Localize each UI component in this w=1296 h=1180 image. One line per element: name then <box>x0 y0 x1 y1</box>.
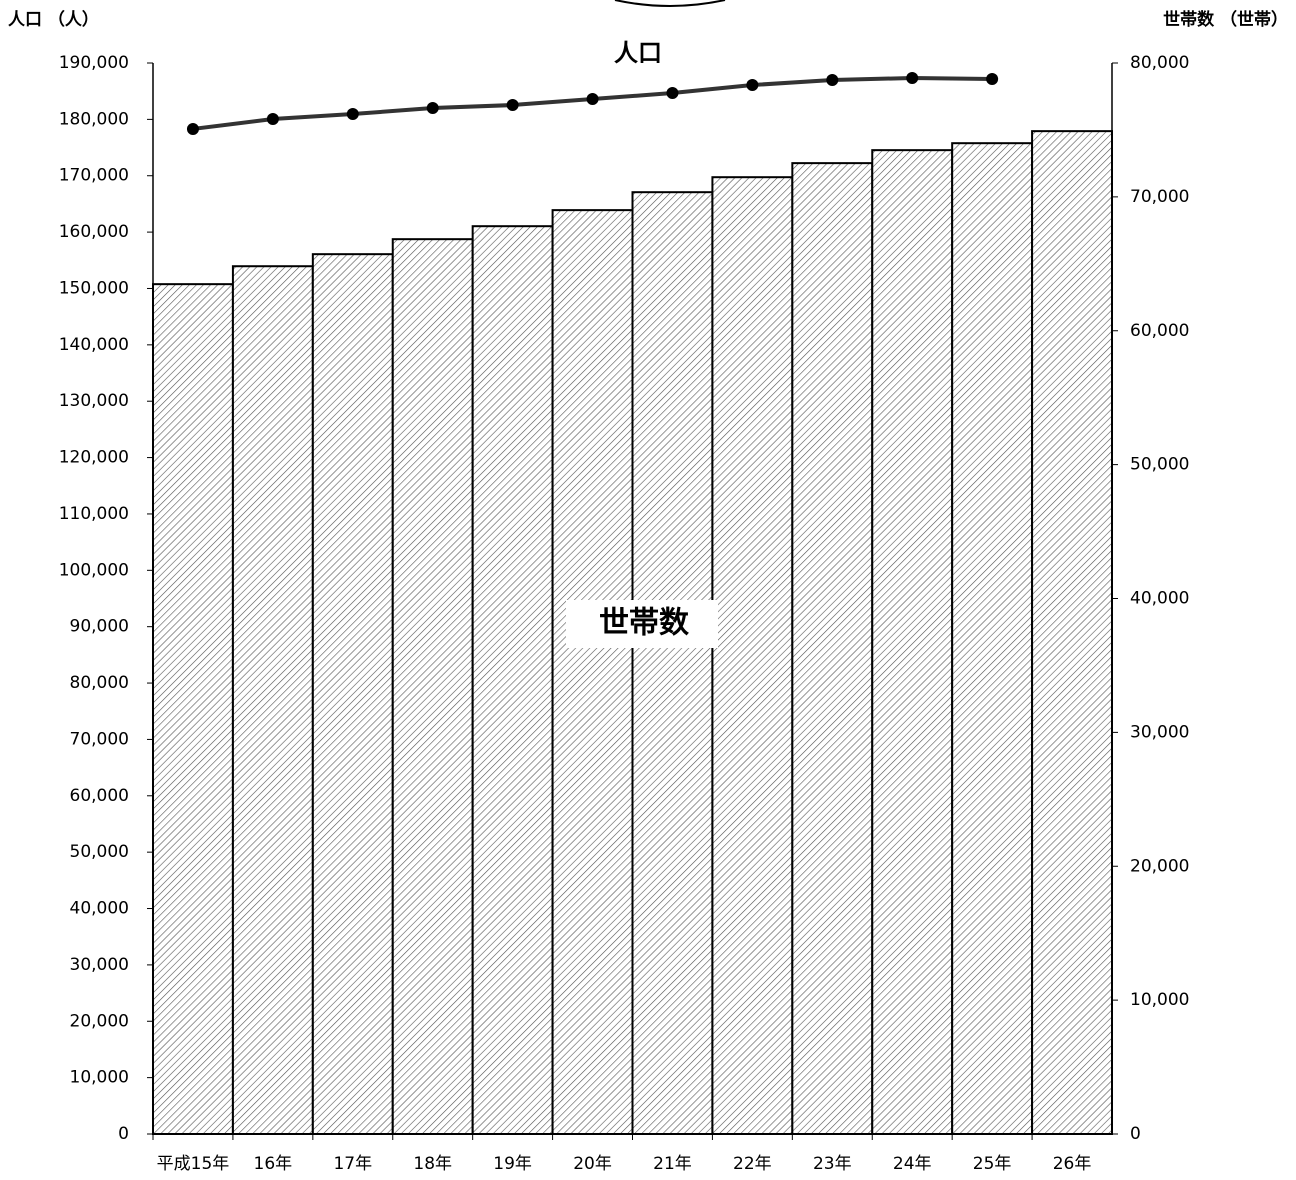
y2-tick-label: 0 <box>1130 1124 1141 1144</box>
y2-tick-label: 10,000 <box>1130 990 1189 1010</box>
y-tick-label: 110,000 <box>59 504 129 524</box>
y-tick-label: 40,000 <box>70 899 129 919</box>
y2-axis-title: 世帯数 （世帯） <box>1163 9 1288 30</box>
x-tick-label: 18年 <box>413 1154 452 1174</box>
y-tick-label: 160,000 <box>59 222 129 242</box>
line-marker <box>266 113 279 126</box>
y2-tick-label: 40,000 <box>1130 589 1189 609</box>
y-tick-label: 50,000 <box>70 842 129 862</box>
bar <box>951 142 1034 1136</box>
x-tick-label: 25年 <box>973 1154 1012 1174</box>
decoration-arc <box>614 0 726 7</box>
line-marker <box>346 108 359 121</box>
bar <box>631 191 714 1135</box>
line-marker <box>186 122 199 135</box>
line-marker <box>426 102 439 115</box>
bar <box>871 149 954 1135</box>
y-axis-title: 人口 （人） <box>8 9 99 30</box>
y-tick-label: 0 <box>118 1124 129 1144</box>
y2-tick-label: 60,000 <box>1130 321 1189 341</box>
line-marker <box>666 87 679 100</box>
y-tick-label: 100,000 <box>59 560 129 580</box>
y-tick-label: 80,000 <box>70 673 129 693</box>
x-tick-label: 16年 <box>254 1154 293 1174</box>
y-tick-label: 190,000 <box>59 53 129 73</box>
y-tick-label: 170,000 <box>59 166 129 186</box>
y2-tick-label: 50,000 <box>1130 455 1189 475</box>
bar <box>1031 130 1114 1135</box>
y-tick-label: 130,000 <box>59 391 129 411</box>
x-tick-label: 17年 <box>333 1154 372 1174</box>
bar <box>231 265 314 1136</box>
bar <box>152 283 234 1135</box>
bar <box>711 176 794 1135</box>
annotation-bg <box>566 600 718 648</box>
line-marker <box>586 93 599 106</box>
x-tick-label: 20年 <box>573 1154 612 1174</box>
x-tick-label: 平成15年 <box>157 1154 230 1174</box>
y-tick-label: 140,000 <box>59 335 129 355</box>
line-marker <box>746 79 759 92</box>
bar-annotation: 世帯数 <box>599 606 690 641</box>
y-tick-label: 150,000 <box>59 278 129 298</box>
y2-tick-label: 70,000 <box>1130 187 1189 207</box>
y2-tick-label: 80,000 <box>1130 53 1189 73</box>
y-tick-label: 20,000 <box>70 1011 129 1031</box>
bar <box>791 162 874 1136</box>
y-tick-label: 180,000 <box>59 109 129 129</box>
y-tick-label: 90,000 <box>70 617 129 637</box>
y-tick-label: 30,000 <box>70 955 129 975</box>
bar <box>311 253 394 1135</box>
y-tick-label: 10,000 <box>70 1068 129 1088</box>
x-tick-label: 22年 <box>733 1154 772 1174</box>
x-tick-label: 23年 <box>813 1154 852 1174</box>
y2-tick-label: 20,000 <box>1130 856 1189 876</box>
y-tick-label: 70,000 <box>70 729 129 749</box>
x-tick-label: 19年 <box>493 1154 532 1174</box>
bar <box>471 225 554 1136</box>
line-marker <box>506 99 519 112</box>
line-marker <box>906 71 919 84</box>
line-annotation: 人口 <box>614 39 662 67</box>
y-tick-label: 60,000 <box>70 786 129 806</box>
x-tick-label: 21年 <box>653 1154 692 1174</box>
x-tick-label: 26年 <box>1053 1154 1092 1174</box>
bar <box>551 209 634 1136</box>
bar <box>391 238 474 1135</box>
y-tick-label: 120,000 <box>59 448 129 468</box>
line-marker <box>826 74 839 87</box>
x-tick-label: 24年 <box>893 1154 932 1174</box>
line-marker <box>986 73 999 86</box>
y2-tick-label: 30,000 <box>1130 722 1189 742</box>
